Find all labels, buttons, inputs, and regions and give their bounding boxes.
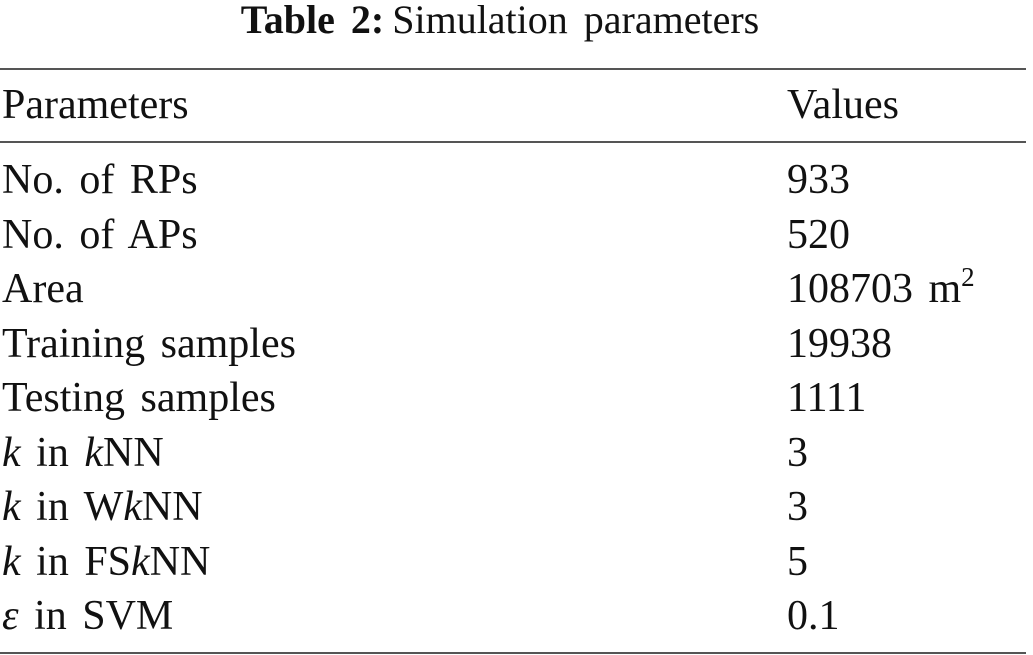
parameter-value: 108703 m2 xyxy=(787,264,975,313)
bottom-rule xyxy=(0,652,1026,654)
parameter-value: 5 xyxy=(787,538,808,585)
text-part: k xyxy=(123,484,142,530)
parameter-name: k in kNN xyxy=(2,430,164,476)
text-part: NN xyxy=(149,538,211,585)
parameter-name: No. of RPs xyxy=(2,157,198,203)
text-part: k xyxy=(84,429,103,476)
parameter-value: 19938 xyxy=(787,320,892,367)
header-rule xyxy=(0,141,1026,143)
top-rule xyxy=(0,68,1026,70)
caption-title: Simulation parameters xyxy=(392,0,760,42)
parameter-value: 520 xyxy=(787,211,850,258)
parameter-name: ε in SVM xyxy=(2,593,173,639)
superscript: 2 xyxy=(961,262,975,292)
parameter-name: k in FSkNN xyxy=(2,539,210,585)
text-part: in FS xyxy=(20,538,132,585)
parameter-name: No. of APs xyxy=(2,211,198,258)
parameter-value: 0.1 xyxy=(787,593,840,639)
text-part: NN xyxy=(102,429,164,476)
column-header: Parameters xyxy=(2,82,189,128)
text-part: k xyxy=(131,538,150,585)
parameter-name: Training samples xyxy=(2,320,296,367)
parameter-name: k in WkNN xyxy=(2,484,203,530)
parameter-value: 1111 xyxy=(787,375,867,421)
parameter-value: 3 xyxy=(787,429,808,476)
caption-label: Table 2: xyxy=(240,0,385,42)
text-part: in SVM xyxy=(18,593,174,639)
text-part: in W xyxy=(20,484,124,530)
text-part: 108703 m xyxy=(787,266,962,312)
text-part: ε xyxy=(2,593,19,639)
parameter-value: 933 xyxy=(787,157,850,203)
text-part: k xyxy=(2,538,21,585)
parameter-value: 3 xyxy=(787,484,808,530)
text-part: in xyxy=(20,429,85,476)
column-header: Values xyxy=(787,82,899,128)
table-caption: Table 2: Simulation parameters xyxy=(0,0,1000,40)
text-part: k xyxy=(2,429,21,476)
text-part: k xyxy=(2,484,21,530)
parameter-name: Area xyxy=(2,266,84,312)
parameter-name: Testing samples xyxy=(2,375,276,421)
text-part: NN xyxy=(141,484,203,530)
